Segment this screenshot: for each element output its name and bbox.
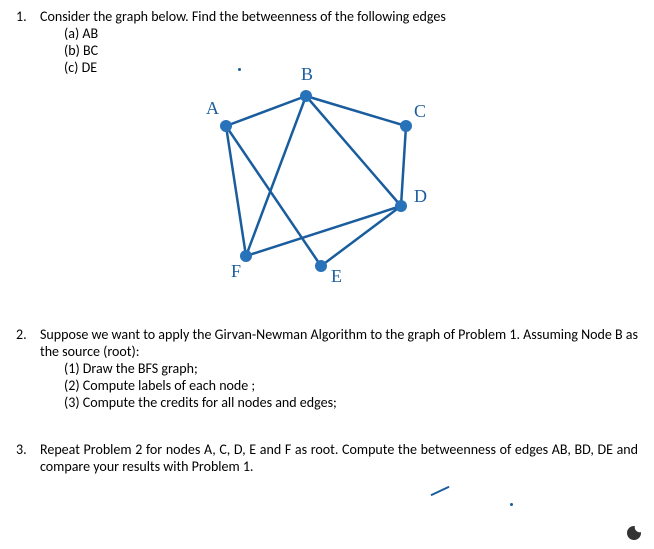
problem-3-number: 3. [16, 441, 40, 458]
edge-ae [226, 126, 321, 266]
problem-2-sub-3: (3) Compute the credits for all nodes an… [40, 394, 638, 411]
node-a [220, 120, 232, 132]
edge-bc [306, 96, 406, 126]
graph-svg [156, 56, 456, 296]
edge-af [226, 126, 246, 256]
problem-1-sub-a: (a) AB [40, 25, 638, 42]
problem-2-sub-2: (2) Compute labels of each node ; [40, 377, 638, 394]
problem-1-text: Consider the graph below. Find the betwe… [40, 8, 638, 25]
problem-2-body: Suppose we want to apply the Girvan-Newm… [40, 326, 638, 411]
node-c [400, 120, 412, 132]
graph-container: A B C D E F [156, 56, 456, 296]
node-e [315, 260, 327, 272]
stray-line [431, 486, 450, 496]
node-b [300, 90, 312, 102]
node-label-c: C [414, 101, 426, 122]
node-label-a: A [206, 98, 219, 119]
problem-2-header: 2. Suppose we want to apply the Girvan-N… [16, 326, 638, 411]
problem-1: 1. Consider the graph below. Find the be… [16, 8, 638, 296]
problem-3-text: Repeat Problem 2 for nodes A, C, D, E an… [40, 441, 638, 475]
node-label-d: D [414, 186, 427, 207]
graph-edges [226, 96, 406, 266]
problem-3-header: 3. Repeat Problem 2 for nodes A, C, D, E… [16, 441, 638, 475]
problem-1-number: 1. [16, 8, 40, 25]
edge-cd [401, 126, 406, 206]
node-d [395, 200, 407, 212]
dark-mode-icon[interactable] [626, 525, 642, 541]
edge-ab [226, 96, 306, 126]
node-label-e: E [331, 266, 342, 287]
node-label-f: F [231, 261, 241, 282]
edge-bd [306, 96, 401, 206]
node-f [240, 250, 252, 262]
problem-2-number: 2. [16, 326, 40, 343]
stray-dot-1 [238, 68, 241, 71]
stray-dot-2 [510, 503, 513, 506]
edge-df [246, 206, 401, 256]
problem-3: 3. Repeat Problem 2 for nodes A, C, D, E… [16, 441, 638, 475]
problem-2: 2. Suppose we want to apply the Girvan-N… [16, 326, 638, 411]
problem-2-sub-1: (1) Draw the BFS graph; [40, 360, 638, 377]
problem-2-text: Suppose we want to apply the Girvan-Newm… [40, 326, 638, 360]
edge-de [321, 206, 401, 266]
node-label-b: B [301, 64, 313, 85]
